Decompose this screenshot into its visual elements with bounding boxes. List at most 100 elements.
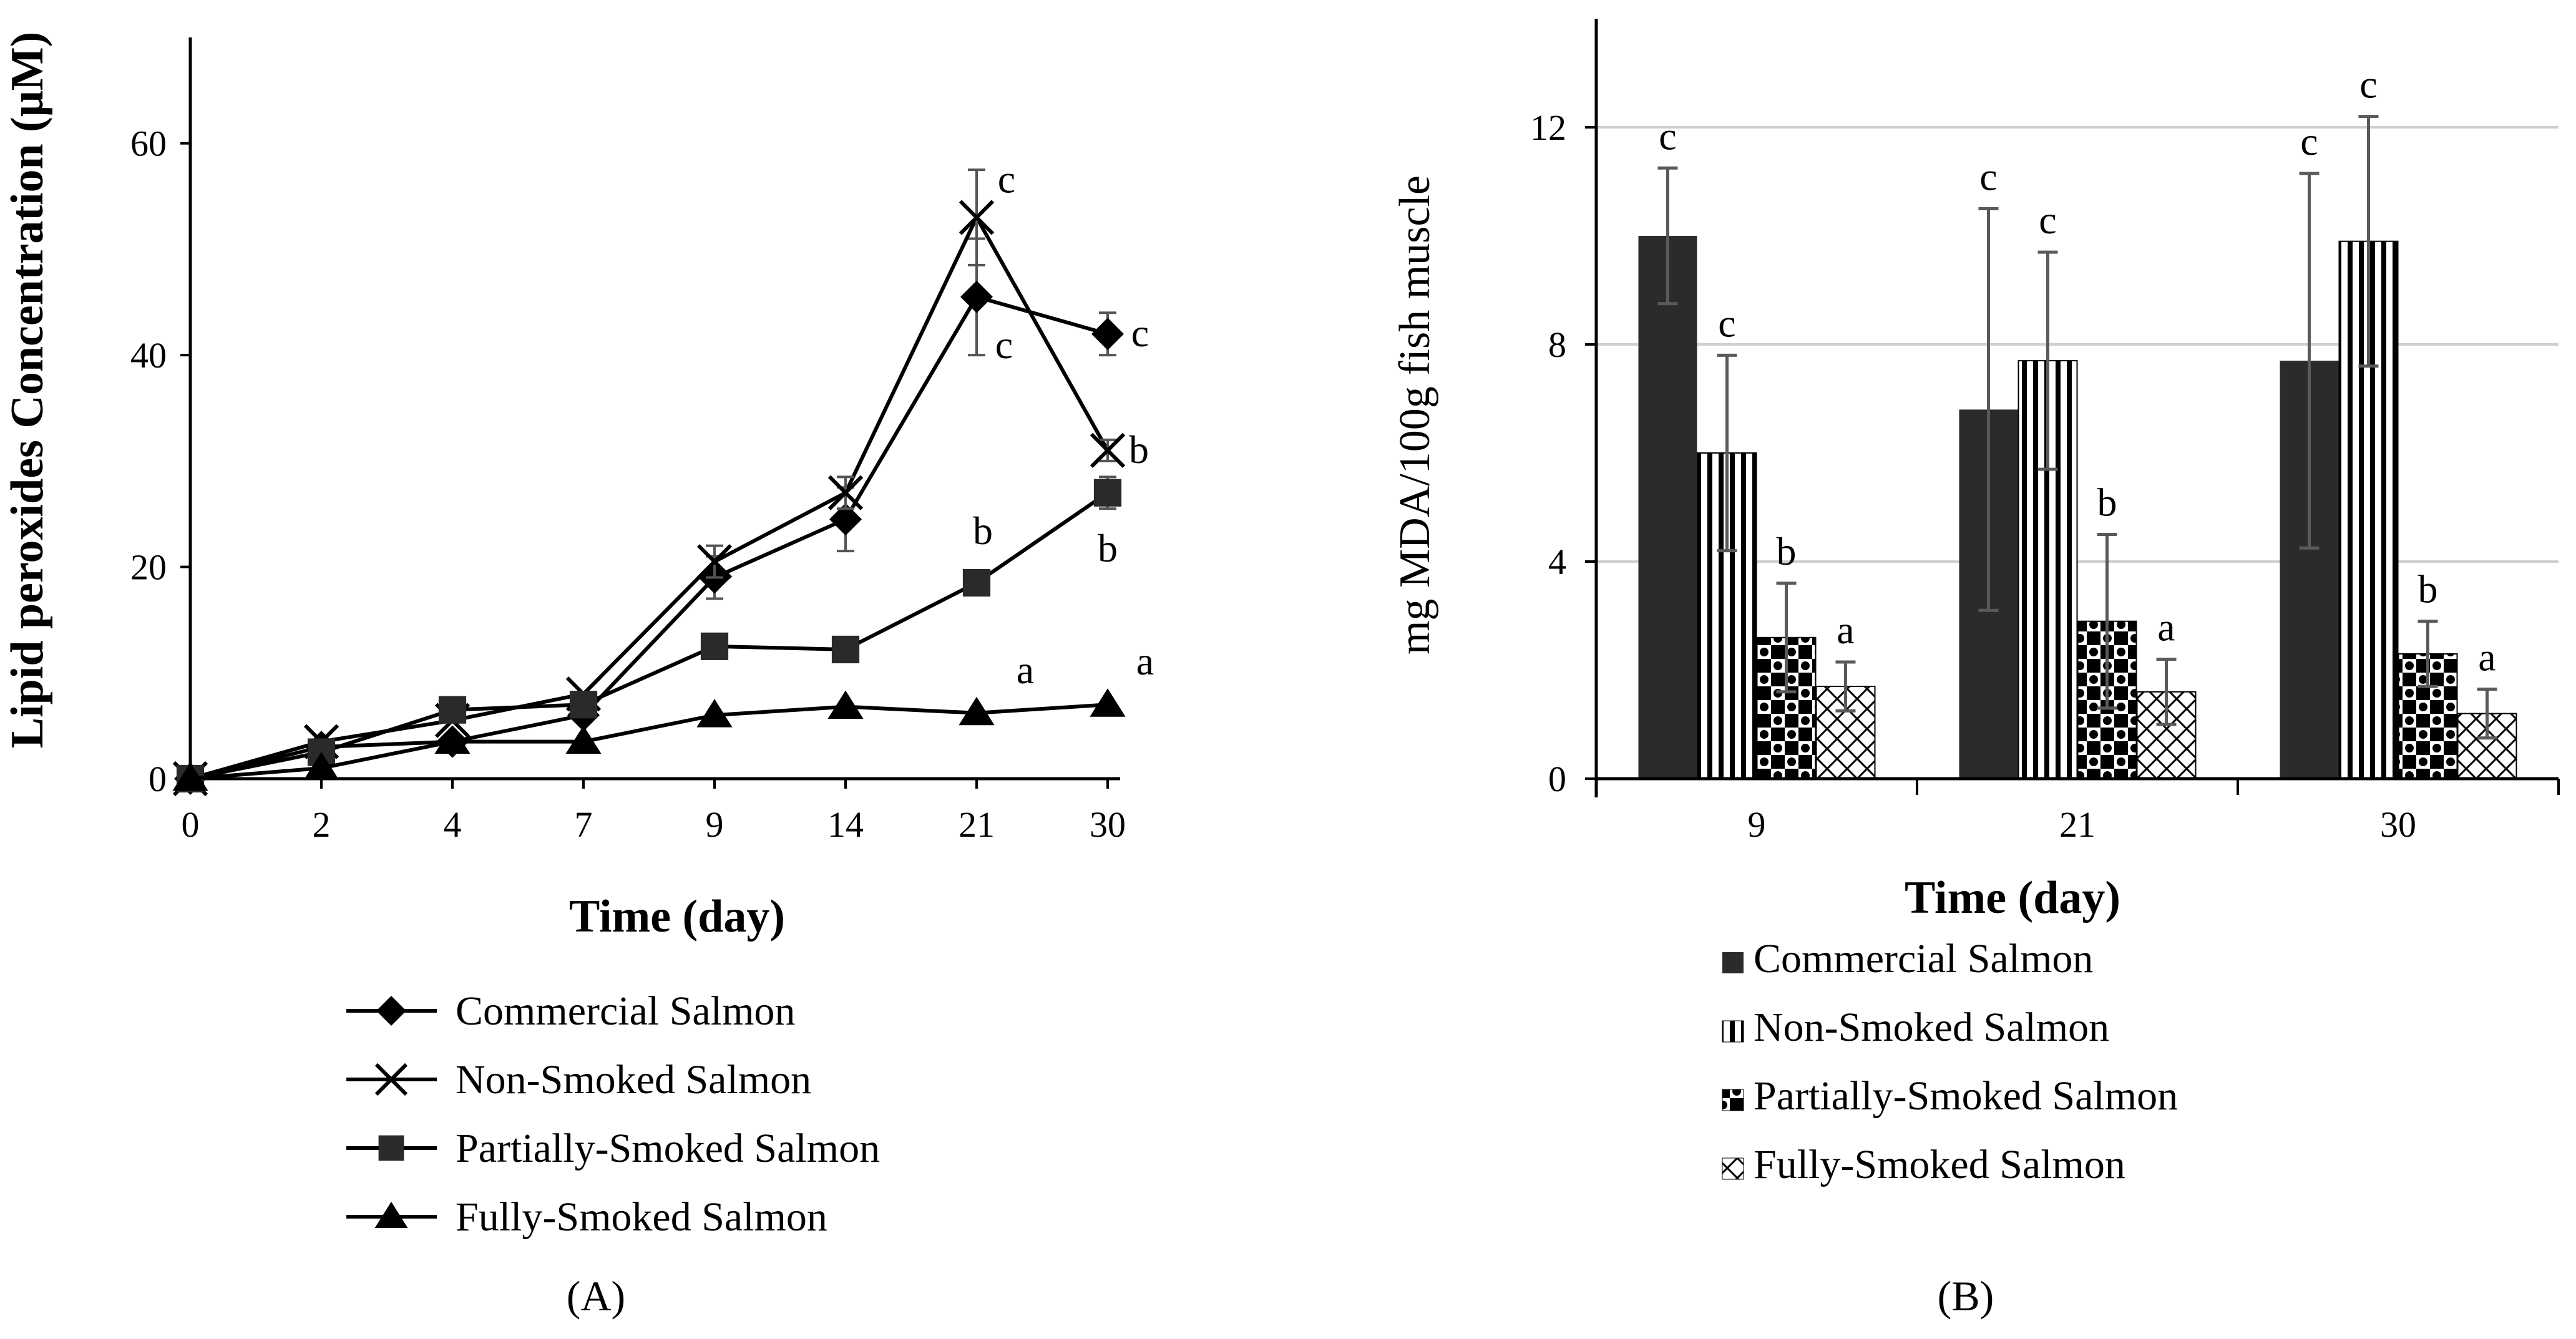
panel-b-legend-item: Non-Smoked Salmon [1722,1005,2109,1050]
panel-b-significance-label: b [1777,529,1797,573]
panel-a-data-point [696,543,733,580]
panel-a-x-tick-label: 14 [827,804,864,845]
panel-a-legend-item: Non-Smoked Salmon [346,1057,811,1103]
panel-a-legend-marker [376,996,406,1026]
panel-a-legend: Commercial Salmon Non-Smoked Salmon Partia… [346,988,880,1240]
panel-b-significance-label: c [2039,198,2056,242]
panel-a-data-point-stroke [959,200,995,235]
panel-a-significance-label: a [1136,639,1154,683]
panel-a-axes: 0 20 40 60 0 2 4 7 9 14 21 30 [130,37,1126,845]
panel-a-significance-label: c [1131,311,1149,355]
panel-a-data-point [827,475,864,510]
panel-b-legend-item: Commercial Salmon [1722,936,2093,981]
panel-a-data-point [434,725,471,754]
panel-a-series-line [190,295,1108,781]
panel-a-x-axis-title: Time (day) [569,891,785,942]
panel-a-data-point [438,696,467,724]
panel-a-data-point-stroke [696,543,733,580]
panel-a-significance-label: b [1129,427,1149,472]
panel-b-legend: Commercial Salmon Non-Smoked Salmon Partia… [1722,936,2178,1187]
panel-a-data-point [696,699,733,728]
panel-b-bar [2136,691,2197,780]
panel-b-significance-label: c [2300,119,2318,163]
panel-b-significance-label: c [2359,62,2377,107]
panel-a-legend-marker-stroke [374,1063,408,1096]
panel-b-x-tick-label: 9 [1748,804,1766,845]
panel-b-legend-item: Fully-Smoked Salmon [1722,1142,2125,1187]
panel-b-x-tick-label: 21 [2059,804,2095,845]
panel-a-significance-label: c [998,157,1015,202]
panel-b-y-tick-label: 12 [1530,107,1566,148]
panel-a-x-tick-label: 0 [182,804,200,845]
panel-b-legend-label: Partially-Smoked Salmon [1754,1073,2178,1119]
panel-a-x-tick-label: 7 [575,804,593,845]
panel-a-legend-marker [374,1063,408,1096]
panel-a-data-point [569,691,598,719]
panel-a-y-tick-label: 40 [130,335,167,376]
panel-b-axes: 0 4 8 12 9 21 30 [1530,19,2560,845]
panel-b-legend-label: Non-Smoked Salmon [1754,1005,2109,1050]
panel-b-significance-label: b [2418,567,2438,611]
panel-a-data-point [303,752,339,781]
panel-a-y-tick-label: 20 [130,547,167,588]
panel-a-legend-label: Fully-Smoked Salmon [456,1194,827,1240]
panel-a-x-tick-label: 30 [1090,804,1126,845]
panel-b-x-tick-label: 30 [2380,804,2416,845]
panel-a-data-point [1091,318,1124,351]
panel-a-data-point [565,725,602,754]
panel-a-data-point [960,280,993,313]
panel-a-x-tick-label: 2 [313,804,331,845]
panel-b-significance-label: a [1837,608,1854,652]
panel-b-y-tick-label: 4 [1548,542,1566,582]
panel-a-data-point [959,200,995,235]
panel-a-data-point [827,690,864,719]
panel-a-y-axis-title: Lipid peroxides Concentration (μM) [2,32,53,749]
panel-a-y-tick-label: 60 [130,124,167,164]
panel-a-data-point [829,503,862,536]
panel-a-significance-label: b [1098,526,1118,570]
panel-a-series-line [190,703,1108,781]
panel-b-label: (B) [1938,1272,1994,1320]
panel-a-series-line [190,491,1109,781]
panel-a-x-tick-label: 9 [706,804,724,845]
panel-a-legend-item: Commercial Salmon [346,988,795,1034]
panel-a-data-point [1090,432,1126,469]
panel-b-legend-swatch [1722,1157,1744,1180]
panel-b-significance-label: b [2097,480,2117,525]
panel-a-label: (A) [567,1272,625,1320]
panel-b-legend-label: Fully-Smoked Salmon [1754,1142,2125,1187]
panel-b-y-tick-label: 0 [1548,759,1566,799]
panel-a-legend-marker [378,1135,404,1161]
panel-a-x-tick-label: 21 [959,804,995,845]
panel-a-y-tick-label: 0 [149,759,167,799]
panel-a-legend-label: Non-Smoked Salmon [456,1057,811,1103]
panel-a-series-1: cb [172,157,1149,797]
panel-b-legend-swatch [1722,952,1744,973]
panel-b-legend-item: Partially-Smoked Salmon [1722,1073,2178,1119]
panel-b-x-axis-title: Time (day) [1905,872,2120,923]
panel-a-legend-marker [374,1202,408,1228]
panel-a-legend-label: Commercial Salmon [456,988,795,1034]
panel-a-significance-label: a [1017,648,1034,692]
panel-b-legend-swatch [1722,1089,1744,1111]
panel-a-significance-label: b [973,509,993,553]
panel-a-data-point [962,568,991,597]
panel-a-data-point [1093,479,1122,507]
panel-a-legend-label: Partially-Smoked Salmon [456,1126,880,1171]
panel-a-x-tick-label: 4 [444,804,462,845]
panel-a-data-point [1090,688,1126,717]
panel-a-data-point [959,696,995,726]
panel-a-data-point [172,762,208,791]
panel-a-data-point [831,635,860,664]
panel-b-y-axis-title: mg MDA/100g fish muscle [1391,175,1439,655]
panel-b-y-tick-label: 8 [1548,324,1566,365]
panel-a-significance-label: c [995,323,1013,367]
